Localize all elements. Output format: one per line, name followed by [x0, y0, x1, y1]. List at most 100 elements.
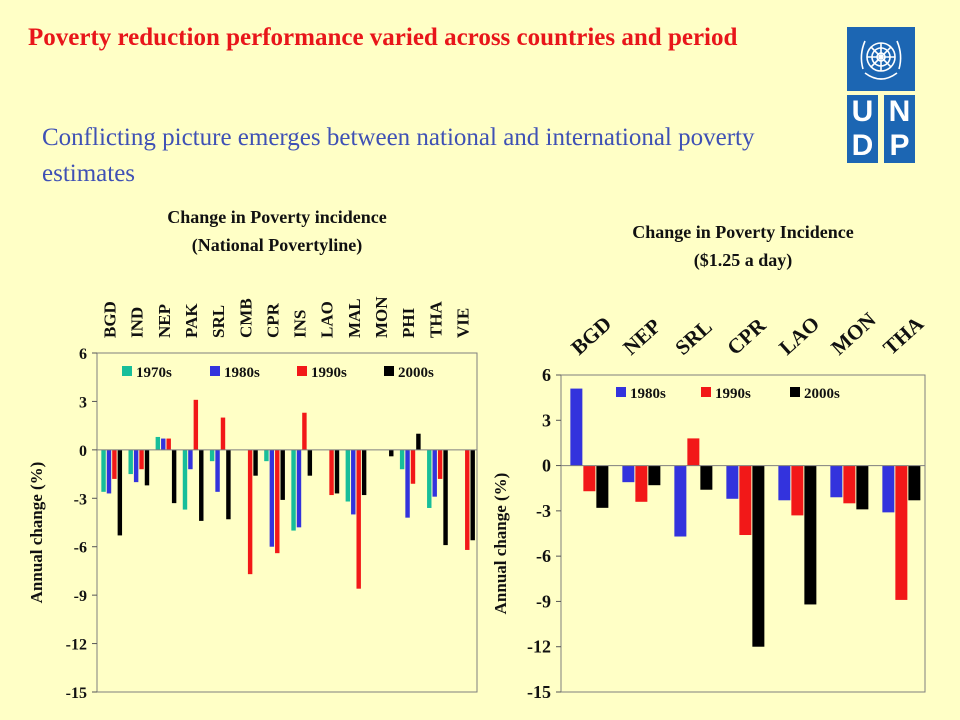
chart1-category-label: CMB — [236, 298, 255, 338]
chart1-legend-swatch — [384, 366, 394, 376]
chart2-bar-2000s-SRL — [700, 465, 713, 490]
chart1-plot-area — [96, 352, 478, 693]
chart1-bar-1980s-MAL — [351, 449, 356, 515]
chart2-category-label: CPR — [722, 312, 771, 359]
chart1-bar-1970s-PAK — [182, 449, 188, 510]
chart1-category-label: VIE — [453, 308, 472, 338]
chart1-bar-1970s-SRL — [209, 449, 215, 462]
chart1-ytick-label: -12 — [66, 637, 87, 654]
chart1-bar-1980s-IND — [133, 449, 139, 483]
chart1-bar-2000s-PHI — [416, 433, 421, 450]
chart2-category-label: LAO — [774, 311, 824, 359]
chart2-ytick-label: 6 — [542, 365, 551, 385]
chart2-legend-swatch — [790, 387, 800, 397]
chart2-bar-1980s-CPR — [726, 465, 739, 499]
chart2-bar-2000s-CPR — [752, 465, 765, 647]
chart1-ytick-label: -9 — [74, 588, 87, 605]
chart1-bar-2000s-VIE — [470, 449, 475, 541]
chart1-bar-2000s-MON — [389, 449, 394, 457]
chart1-ytick-label: 0 — [79, 443, 87, 460]
chart2-bar-2000s-MON — [856, 465, 869, 510]
chart2-bar-1990s-NEP — [635, 465, 648, 502]
chart1-bar-1980s-PHI — [405, 449, 410, 518]
chart1-bar-1990s-VIE — [465, 449, 470, 550]
chart2-bar-1990s-MON — [843, 465, 856, 504]
chart1-category-label: PHI — [399, 307, 418, 338]
chart1-category-label: IND — [128, 307, 147, 338]
chart1-bar-1990s-BGD — [112, 449, 117, 479]
chart1-bar-1970s-PHI — [399, 449, 405, 470]
un-emblem-icon — [847, 27, 915, 91]
logo-letter-d: D — [847, 129, 878, 163]
chart1-bar-1970s-CPR — [264, 449, 269, 462]
chart2-bar-1980s-SRL — [674, 465, 687, 537]
chart2-plot-area — [560, 374, 926, 693]
chart1-category-label: BGD — [101, 301, 120, 338]
chart1-bar-1990s-THA — [437, 449, 443, 479]
chart2-bar-1990s-THA — [895, 465, 908, 600]
chart1-category-label: THA — [426, 300, 445, 338]
chart2-ytick-label: 3 — [542, 410, 551, 430]
logo-letter-p: P — [884, 129, 915, 163]
chart1-bar-1990s-CPR — [275, 449, 280, 554]
logo-letter-n: N — [884, 95, 915, 129]
chart1-legend-label: 1990s — [311, 365, 347, 381]
chart1-bar-2000s-MAL — [361, 449, 367, 496]
chart1-bar-1990s-MAL — [356, 449, 361, 589]
chart2-ytick-label: -15 — [527, 682, 551, 702]
chart1-legend-swatch — [210, 366, 220, 376]
chart2-bar-2000s-NEP — [648, 465, 661, 486]
chart1-bar-1980s-THA — [432, 449, 437, 497]
chart1-category-label: CPR — [263, 302, 282, 338]
chart1-bar-1990s-SRL — [220, 417, 226, 450]
chart1-category-label: INS — [291, 310, 310, 338]
chart2-bar-1980s-LAO — [778, 465, 791, 501]
chart1-bar-1990s-PHI — [410, 449, 416, 484]
chart1-category-label: MAL — [345, 298, 364, 338]
chart2-legend-label: 2000s — [804, 386, 840, 402]
chart2-category-label: SRL — [670, 315, 716, 360]
chart2-bar-2000s-LAO — [804, 465, 817, 605]
chart1-bar-2000s-LAO — [334, 449, 340, 494]
chart1-bar-2000s-CPR — [280, 449, 285, 500]
chart2-bar-2000s-BGD — [596, 465, 609, 508]
chart1-category-label: PAK — [182, 303, 201, 338]
chart1-ytick-label: 3 — [79, 394, 87, 411]
chart2-bar-1990s-CPR — [739, 465, 752, 536]
chart2-ytick-label: -6 — [536, 546, 551, 566]
chart2-title: Change in Poverty Incidence — [632, 222, 853, 242]
chart1-ytick-label: -3 — [74, 491, 87, 508]
chart2-bar-2000s-THA — [908, 465, 921, 501]
logo-letter-u: U — [847, 95, 878, 129]
chart1-bar-2000s-NEP — [171, 449, 177, 504]
chart1-legend-swatch — [122, 366, 132, 376]
chart1-bar-1990s-INS — [302, 412, 307, 450]
chart1-title: Change in Poverty incidence — [167, 207, 386, 227]
chart2-subtitle: ($1.25 a day) — [694, 250, 793, 271]
chart2-ylabel: Annual change (%) — [491, 473, 510, 615]
chart1-bar-2000s-THA — [443, 449, 448, 546]
chart1-legend-label: 1980s — [224, 365, 260, 381]
chart2-bar-1980s-NEP — [622, 465, 635, 483]
chart1-bar-2000s-INS — [307, 449, 313, 476]
chart1-category-label: MON — [372, 296, 391, 338]
chart1-bar-2000s-SRL — [226, 449, 231, 520]
undp-logo: U N D P — [847, 27, 915, 163]
chart1-bar-1980s-INS — [296, 449, 302, 528]
chart2-bar-1980s-THA — [882, 465, 895, 513]
chart1-bar-2000s-BGD — [117, 449, 123, 536]
chart1-bar-1980s-SRL — [215, 449, 220, 492]
chart1-bar-1990s-IND — [139, 449, 144, 470]
chart2-bar-1990s-SRL — [687, 438, 700, 466]
chart1-bar-1970s-BGD — [101, 449, 106, 492]
chart1-bar-1970s-IND — [128, 449, 133, 475]
chart1-bar-1990s-NEP — [166, 438, 171, 450]
chart1-bar-1970s-INS — [291, 449, 296, 531]
chart1-bar-1970s-NEP — [155, 436, 161, 450]
chart1-bar-2000s-IND — [144, 449, 150, 486]
chart1-legend-swatch — [297, 366, 307, 376]
chart1-bar-1980s-BGD — [106, 449, 112, 494]
chart2-ytick-label: -3 — [536, 501, 551, 521]
chart1-category-label: NEP — [155, 304, 174, 338]
